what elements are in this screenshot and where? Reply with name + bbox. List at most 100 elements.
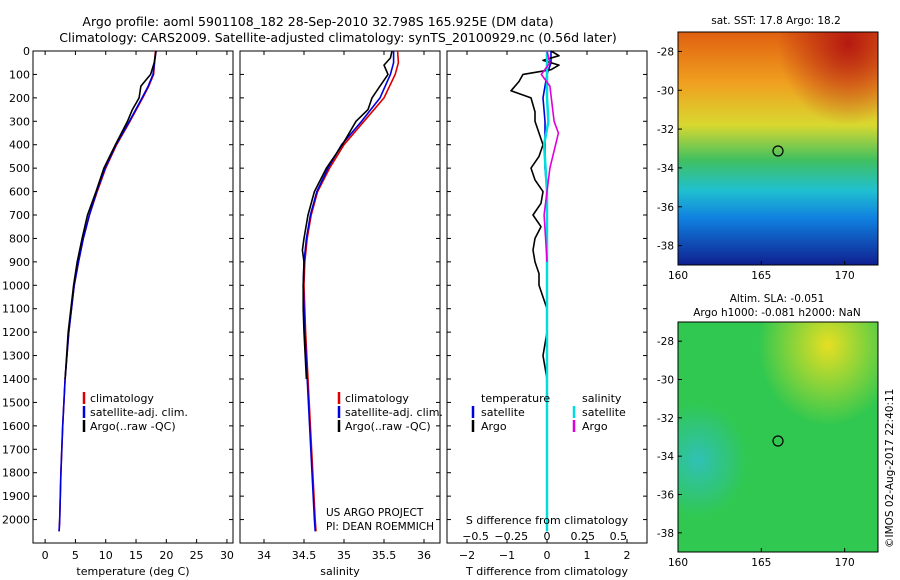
- x-tick-label: 36: [417, 549, 431, 562]
- legend-label-s-argo: Argo: [582, 420, 608, 433]
- salinity-plot-frame: [239, 50, 441, 544]
- map-y-tick-label: -30: [657, 85, 674, 97]
- series-line-argo-raw-qc: [64, 50, 157, 380]
- x-tick-label: 35.5: [372, 549, 397, 562]
- map-y-tick-label: -36: [657, 490, 674, 502]
- map-y-tick-label: -38: [657, 528, 674, 540]
- y-tick-label: 100: [9, 68, 30, 81]
- series-line-satellite-adj-clim: [58, 50, 157, 532]
- sst-map-title: sat. SST: 17.8 Argo: 18.2: [711, 15, 841, 27]
- y-tick-label: 1400: [2, 373, 30, 386]
- x-tick-label: 34: [257, 549, 271, 562]
- s-tick-label: 0.5: [610, 530, 628, 543]
- project-pi: PI: DEAN ROEMMICH: [326, 521, 434, 533]
- y-tick-label: 1700: [2, 443, 30, 456]
- temperature-plot: 0 100 200 300 400 500 600 700 800 900 1000 1100 1200…: [2, 45, 234, 562]
- x-tick-label: 20: [159, 549, 173, 562]
- y-tick-label: 1100: [2, 303, 30, 316]
- series-line-argo-raw-qc: [301, 50, 393, 380]
- series-line-satellite-adj-clim: [302, 51, 395, 532]
- y-tick-label: 300: [9, 115, 30, 128]
- y-tick-label: 500: [9, 162, 30, 175]
- imos-credit: ©IMOS 02-Aug-2017 22:40:11: [884, 389, 896, 548]
- legend-label-climatology: climatology: [345, 392, 409, 405]
- map-y-tick-label: -28: [657, 336, 674, 348]
- map-y-tick-label: -36: [657, 202, 674, 214]
- sla-float-location-marker: [772, 435, 784, 447]
- project-name: US ARGO PROJECT: [326, 507, 424, 519]
- s-tick-label: 0: [544, 530, 551, 543]
- sla-map-low-patch: [678, 322, 878, 552]
- y-tick-label: 1500: [2, 396, 30, 409]
- temperature-legend: climatology satellite-adj. clim. Argo(..…: [82, 392, 188, 433]
- x-tick-label: 1: [584, 549, 591, 562]
- salinity-axis-label: salinity: [320, 565, 360, 578]
- map-x-tick-label: 170: [835, 270, 855, 282]
- figure-title-line2: Climatology: CARS2009. Satellite-adjuste…: [59, 30, 616, 45]
- x-tick-label: 15: [129, 549, 143, 562]
- map-y-tick-label: -28: [657, 46, 674, 58]
- y-tick-label: 1600: [2, 420, 30, 433]
- x-tick-label: −1: [499, 549, 515, 562]
- y-tick-label: 1300: [2, 350, 30, 363]
- s-difference-axis-label: S difference from climatology: [466, 514, 629, 527]
- map-y-tick-label: -32: [657, 413, 674, 425]
- map-x-tick-label: 165: [751, 270, 771, 282]
- legend-label-argo: Argo(..raw -QC): [345, 420, 431, 433]
- temperature-axis-label: temperature (deg C): [76, 565, 189, 578]
- map-x-tick-label: 165: [751, 557, 771, 569]
- y-tick-label: 2000: [2, 514, 30, 527]
- y-tick-label: 900: [9, 256, 30, 269]
- series-line-argo: [510, 50, 560, 380]
- x-tick-label: 35: [337, 549, 351, 562]
- difference-plot: −2 −1 0 1 2 −0.5 −0.25 0 0.25 0.5: [447, 50, 647, 562]
- legend-label-t-argo: Argo: [481, 420, 507, 433]
- sla-map: [677, 321, 879, 553]
- y-tick-label: 400: [9, 139, 30, 152]
- x-tick-label: 25: [190, 549, 204, 562]
- sla-map-title-line1: Altim. SLA: -0.051: [730, 293, 825, 305]
- figure-title-line1: Argo profile: aoml 5901108_182 28-Sep-20…: [82, 14, 553, 29]
- sst-map-ticks: 160 165 170 -28 -30 -32 -34 -36 -38: [657, 46, 855, 282]
- x-tick-label: 30: [220, 549, 234, 562]
- map-x-tick-label: 170: [835, 557, 855, 569]
- y-tick-label: 1200: [2, 326, 30, 339]
- legend-label-argo: Argo(..raw -QC): [90, 420, 176, 433]
- s-tick-label: −0.25: [494, 530, 528, 543]
- map-y-tick-label: -34: [657, 163, 674, 175]
- y-tick-label: 1000: [2, 279, 30, 292]
- x-tick-label: 34.5: [292, 549, 317, 562]
- sla-map-frame: [677, 321, 879, 553]
- temperature-plot-frame: [32, 50, 234, 544]
- legend-label-climatology: climatology: [90, 392, 154, 405]
- y-tick-label: 1900: [2, 490, 30, 503]
- salinity-plot: 34 34.5 35 35.5 36: [240, 50, 440, 562]
- y-tick-label: 200: [9, 92, 30, 105]
- x-tick-label: 0: [544, 549, 551, 562]
- sla-map-title-line2: Argo h1000: -0.081 h2000: NaN: [693, 307, 861, 319]
- map-y-tick-label: -34: [657, 451, 674, 463]
- s-tick-label: −0.5: [462, 530, 489, 543]
- y-tick-label: 800: [9, 232, 30, 245]
- s-tick-label: 0.25: [570, 530, 595, 543]
- y-tick-label: 600: [9, 186, 30, 199]
- map-x-tick-label: 160: [668, 557, 688, 569]
- sst-float-location-marker: [772, 145, 784, 157]
- legend-header-salinity: salinity: [582, 392, 622, 405]
- salinity-legend: climatology satellite-adj. clim. Argo(..…: [337, 392, 443, 433]
- x-tick-label: 5: [72, 549, 79, 562]
- difference-legend: temperature satellite Argo salinity sate…: [471, 392, 626, 433]
- legend-label-satellite-adj: satellite-adj. clim.: [345, 406, 443, 419]
- y-tick-label: 700: [9, 209, 30, 222]
- x-tick-label: −2: [459, 549, 475, 562]
- x-tick-label: 0: [42, 549, 49, 562]
- legend-header-temperature: temperature: [481, 392, 550, 405]
- legend-label-t-satellite: satellite: [481, 406, 525, 419]
- map-x-tick-label: 160: [668, 270, 688, 282]
- sst-map-warm-patch: [678, 32, 878, 265]
- y-tick-label: 1800: [2, 467, 30, 480]
- legend-label-satellite-adj: satellite-adj. clim.: [90, 406, 188, 419]
- sst-map: [677, 31, 879, 266]
- map-y-tick-label: -32: [657, 124, 674, 136]
- x-tick-label: 10: [99, 549, 113, 562]
